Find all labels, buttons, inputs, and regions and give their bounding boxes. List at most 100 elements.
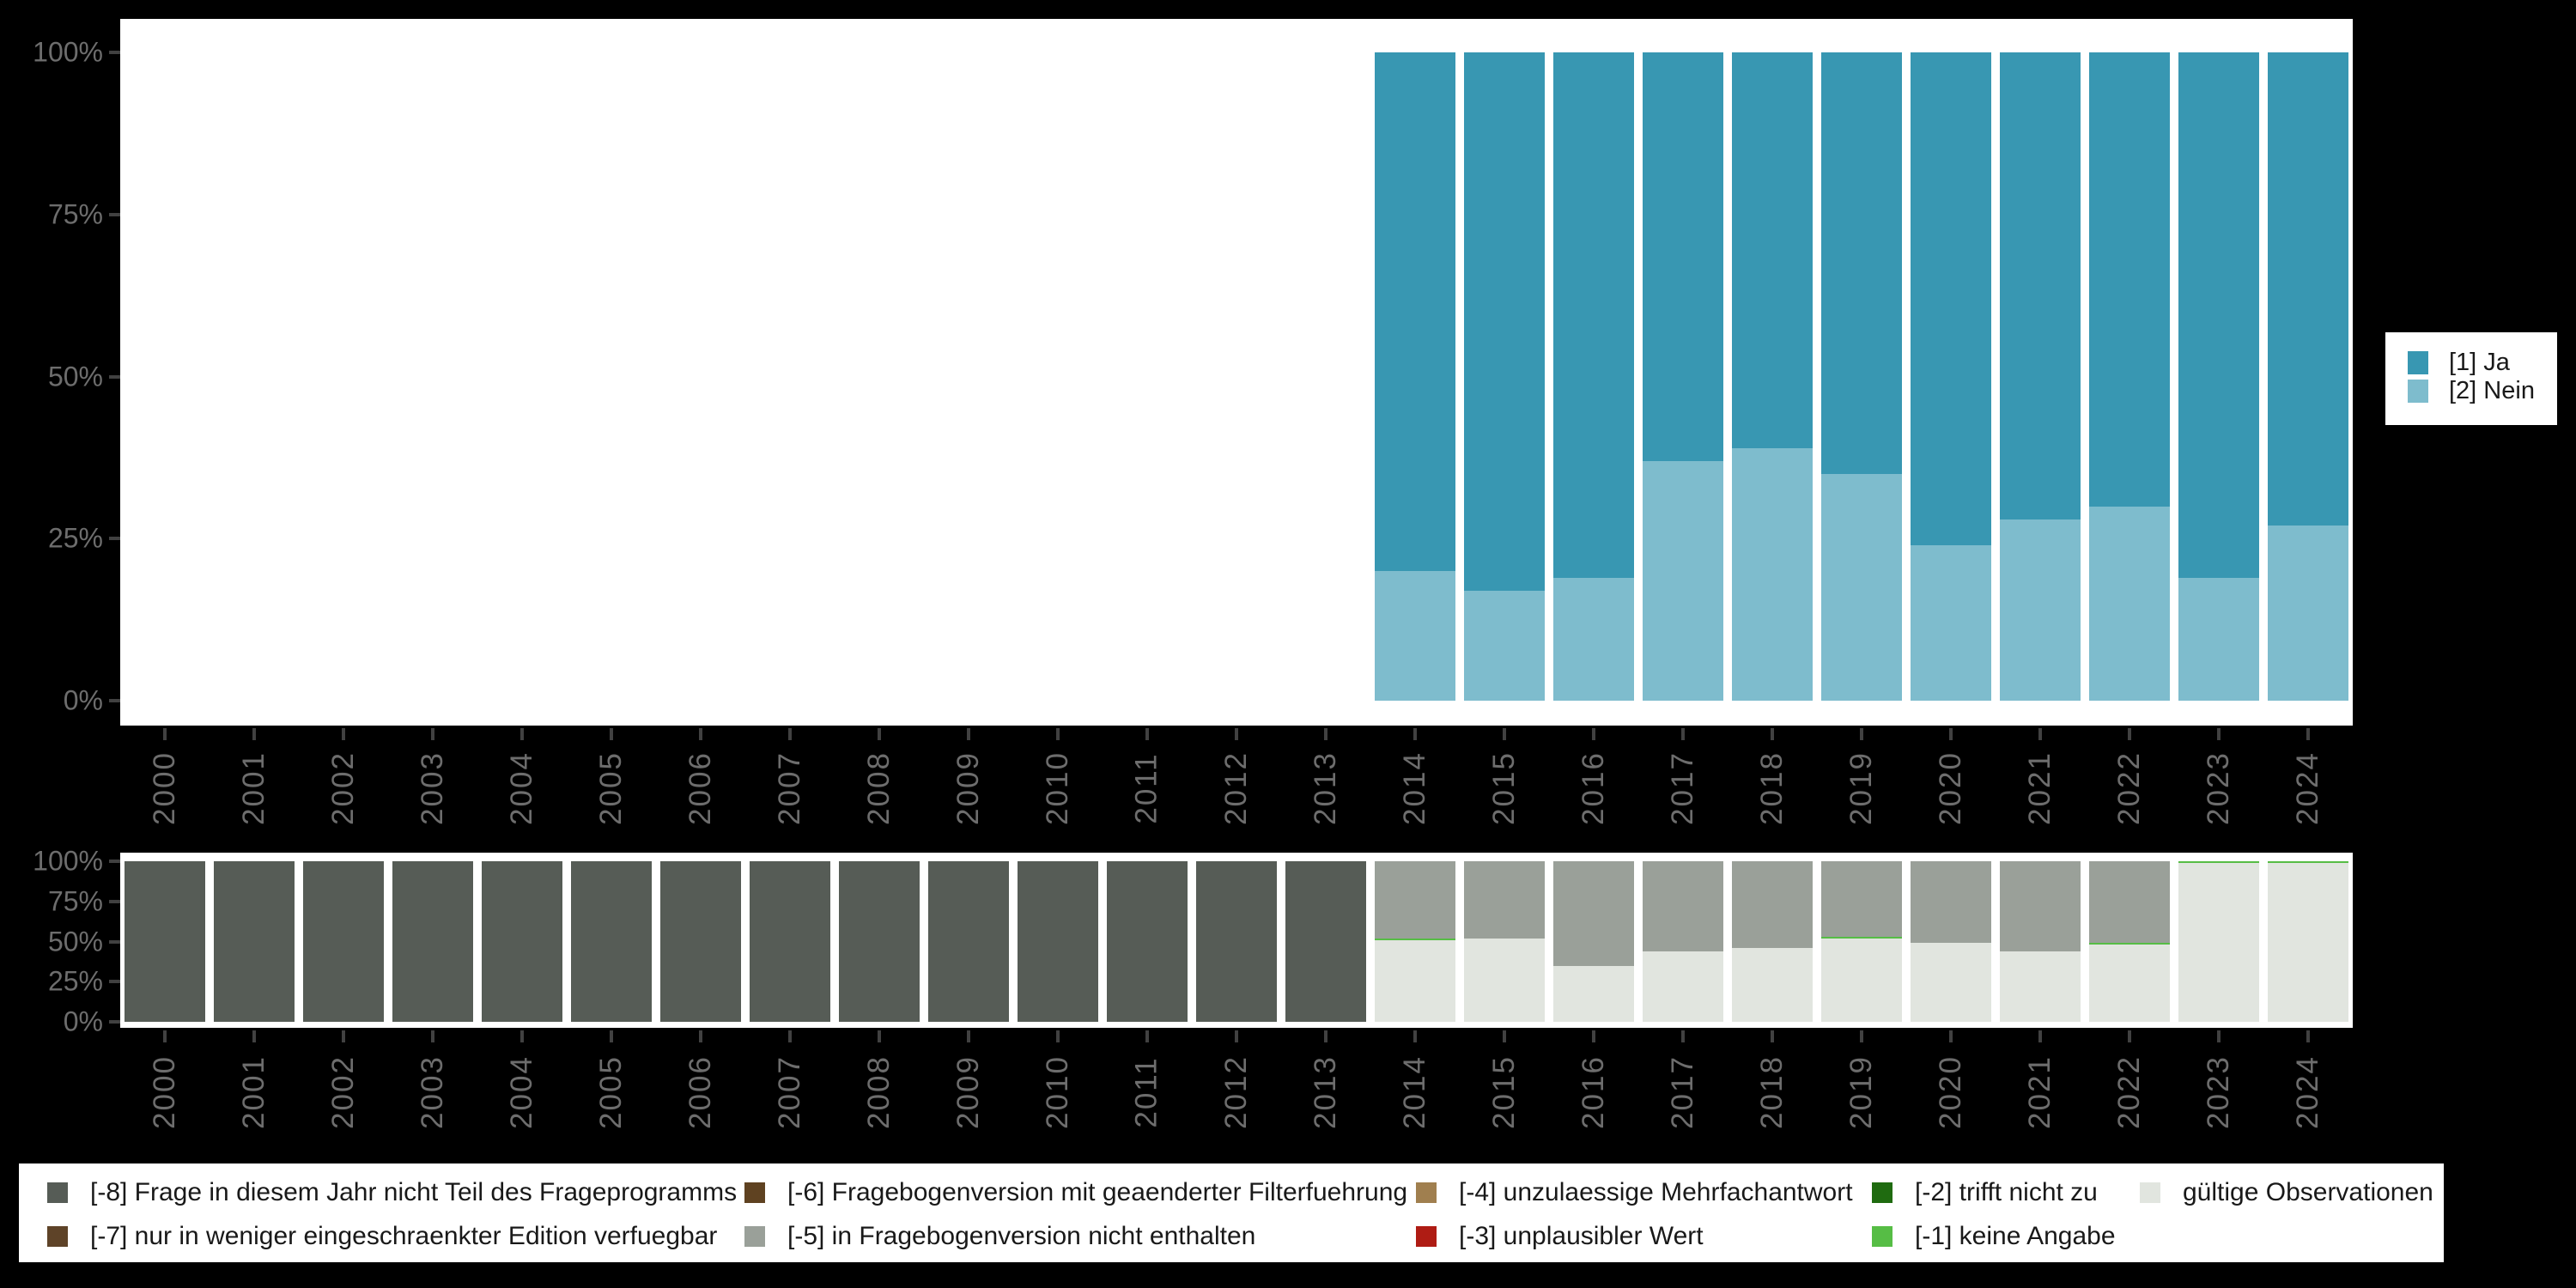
bar-segment <box>1375 571 1455 701</box>
x-tick-mark <box>1235 1030 1238 1042</box>
x-tick-label: 2024 <box>2291 1055 2324 1129</box>
bar-segment <box>2268 52 2348 526</box>
x-tick-mark <box>1592 728 1595 740</box>
legend-label: [-2] trifft nicht zu <box>1915 1177 2098 1206</box>
x-tick-label: 2019 <box>1844 1055 1878 1129</box>
x-tick-mark <box>1145 728 1149 740</box>
y-tick-mark <box>109 939 120 944</box>
missings-bar-field <box>120 861 2353 1022</box>
bar-2021 <box>2000 52 2081 701</box>
x-tick-label: 2013 <box>1309 1055 1342 1129</box>
x-tick-mark <box>431 728 434 740</box>
x-tick-mark <box>1860 728 1863 740</box>
bar-segment <box>125 861 205 1022</box>
x-tick-mark <box>1503 1030 1506 1042</box>
y-tick-mark <box>109 860 120 863</box>
legend-item: [-3] unplausibler Wert <box>1416 1222 1872 1251</box>
x-tick-label: 2011 <box>1129 752 1163 824</box>
x-tick-label: 2012 <box>1219 1055 1253 1129</box>
x-tick-mark <box>967 728 970 740</box>
bar-segment <box>2089 506 2170 701</box>
x-tick-label: 2012 <box>1219 751 1253 825</box>
legend-swatch <box>744 1182 765 1203</box>
x-tick-label: 2002 <box>326 751 360 825</box>
x-tick-mark <box>1056 728 1060 740</box>
missings-x-axis-labels: 2000 2001 2002 2003 2004 2005 2006 2007 2008 2009… <box>120 1032 2353 1152</box>
legend-item: gültige Observationen <box>2140 1178 2444 1207</box>
y-tick-mark <box>109 699 120 702</box>
bar-2006 <box>660 861 741 1022</box>
bar-segment <box>2178 863 2259 1022</box>
x-tick-label: 2014 <box>1398 1055 1431 1129</box>
x-tick-label: 2004 <box>505 751 538 825</box>
bar-segment <box>2000 52 2081 519</box>
bar-segment <box>2000 951 2081 1022</box>
bar-segment <box>1643 460 1723 701</box>
x-tick-label: 2008 <box>862 751 896 825</box>
legend-label: [-3] unplausibler Wert <box>1459 1221 1704 1250</box>
bar-2023 <box>2178 52 2259 701</box>
x-tick-label: 2003 <box>416 1055 449 1129</box>
legend-swatch <box>1872 1225 1893 1247</box>
x-tick-label: 2006 <box>683 751 717 825</box>
bar-segment <box>1553 965 1634 1022</box>
bar-2013 <box>1285 861 1366 1022</box>
frequencies-x-axis-labels: 2000 2001 2002 2003 2004 2005 2006 2007 2008 2009… <box>120 728 2353 848</box>
bar-segment <box>1911 943 1991 1022</box>
legend-swatch <box>2140 1182 2160 1203</box>
y-tick-label: 50% <box>47 926 103 957</box>
bar-segment <box>1553 861 1634 966</box>
bar-2017 <box>1643 52 1723 701</box>
missings-chart-plot <box>120 853 2353 1028</box>
legend-label: [-8] Frage in diesem Jahr nicht Teil des… <box>90 1177 738 1206</box>
x-tick-mark <box>1681 1030 1685 1042</box>
legend-item: [-8] Frage in diesem Jahr nicht Teil des… <box>47 1178 744 1207</box>
y-tick-label: 75% <box>47 198 103 230</box>
x-tick-label: 2009 <box>951 751 985 825</box>
x-tick-label: 2001 <box>237 751 270 825</box>
bar-2018 <box>1732 52 1813 701</box>
bar-segment <box>214 861 295 1022</box>
x-tick-label: 2015 <box>1487 1055 1521 1129</box>
nein-color-swatch <box>2408 380 2428 403</box>
bar-segment <box>1196 861 1277 1022</box>
missings-y-axis-ticks <box>106 860 120 1024</box>
x-tick-mark <box>699 728 702 740</box>
bar-2015 <box>1464 52 1545 701</box>
x-tick-label: 2022 <box>2112 751 2146 825</box>
bar-2024 <box>2268 861 2348 1022</box>
bar-segment <box>1553 52 1634 578</box>
x-tick-mark <box>163 728 167 740</box>
bar-segment <box>2178 52 2259 578</box>
x-tick-mark <box>1592 1030 1595 1042</box>
missings-x-axis-ticks <box>120 1028 2353 1043</box>
bar-2000 <box>125 861 205 1022</box>
legend-swatch <box>1872 1182 1893 1203</box>
legend-label: [-1] keine Angabe <box>1915 1221 2116 1250</box>
bar-segment <box>1732 947 1813 1022</box>
bar-2004 <box>482 861 562 1022</box>
x-tick-mark <box>2306 728 2310 740</box>
bar-segment <box>1464 861 1545 939</box>
x-tick-mark <box>2217 728 2221 740</box>
x-tick-label: 2011 <box>1129 1056 1163 1128</box>
legend-swatch <box>47 1182 68 1203</box>
bar-segment <box>1375 938 1455 940</box>
bar-segment <box>1732 447 1813 701</box>
legend-item-ja: [1] Ja <box>2408 349 2557 376</box>
frequencies-y-axis-ticks <box>106 51 120 702</box>
bar-segment <box>1375 861 1455 939</box>
x-tick-mark <box>2038 728 2042 740</box>
bar-segment <box>571 861 652 1022</box>
bar-2019 <box>1821 52 1902 701</box>
y-tick-mark <box>109 374 120 379</box>
x-tick-label: 2016 <box>1577 1055 1610 1129</box>
bar-2022 <box>2089 861 2170 1022</box>
bar-segment <box>1018 861 1098 1022</box>
bar-2008 <box>839 861 920 1022</box>
missings-legend: [-8] Frage in diesem Jahr nicht Teil des… <box>19 1163 2444 1262</box>
bar-segment <box>1911 544 1991 701</box>
bar-2024 <box>2268 52 2348 701</box>
bar-segment <box>1732 52 1813 448</box>
x-tick-mark <box>1771 728 1774 740</box>
